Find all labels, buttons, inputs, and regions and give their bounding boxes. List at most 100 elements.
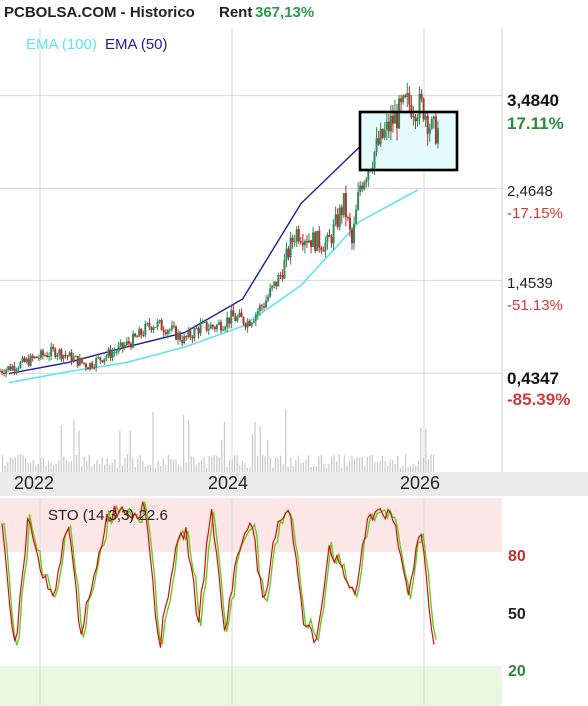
candle-body	[277, 275, 280, 287]
candle-body	[109, 349, 112, 358]
candle-body	[295, 229, 298, 242]
volume-bar	[297, 455, 299, 472]
candle-body	[54, 348, 57, 357]
volume-bar	[160, 465, 162, 472]
volume-bar	[223, 421, 226, 472]
candle-body	[195, 328, 198, 330]
volume-bar	[14, 457, 16, 472]
candle-body	[111, 352, 114, 358]
candle-body	[316, 230, 319, 251]
candle-body	[78, 357, 81, 366]
candle-body	[305, 241, 308, 243]
candle-body	[220, 322, 223, 331]
candle-body	[289, 237, 292, 258]
candle-body	[146, 323, 149, 325]
candle-body	[13, 366, 16, 371]
volume-bar	[353, 459, 356, 472]
volume-bar	[361, 457, 363, 472]
volume-bar	[302, 462, 305, 472]
volume-bar	[432, 454, 435, 472]
volume-bar	[236, 455, 238, 472]
volume-bar	[336, 461, 338, 472]
candle-body	[416, 118, 419, 122]
candle-body	[177, 332, 180, 340]
volume-bar	[267, 440, 269, 472]
candle-body	[434, 116, 437, 144]
candle-body	[342, 193, 345, 216]
candle-body	[138, 329, 141, 337]
candle-body	[430, 118, 433, 129]
volume-bar	[81, 466, 83, 472]
volume-bar	[274, 457, 277, 472]
volume-bar	[73, 419, 75, 472]
candle-body	[393, 111, 396, 124]
candle-body	[301, 242, 304, 246]
candle-body	[414, 116, 417, 122]
candle-body	[113, 352, 116, 354]
candle-body	[170, 325, 173, 330]
volume-bar	[313, 465, 315, 472]
volume-bar	[134, 467, 136, 472]
candle-body	[160, 320, 163, 331]
candle-body	[205, 321, 208, 331]
volume-bar	[65, 459, 67, 472]
candle-body	[72, 357, 75, 363]
volume-bar	[282, 464, 284, 472]
candle-body	[283, 259, 286, 279]
volume-bar	[221, 440, 223, 472]
candle-body	[19, 361, 22, 369]
candle-body	[389, 115, 392, 132]
volume-bar	[392, 459, 394, 472]
volume-bar	[320, 454, 322, 472]
candle-body	[199, 323, 202, 334]
candle-body	[82, 362, 85, 364]
candle-body	[236, 316, 239, 321]
volume-bar	[177, 464, 180, 472]
candle-body	[402, 95, 405, 103]
candle-body	[168, 329, 171, 331]
volume-bar	[147, 464, 149, 472]
candle-body	[3, 372, 6, 375]
volume-bar	[231, 459, 233, 472]
candle-body	[117, 346, 120, 352]
pct-label-2: -17.15%	[507, 205, 563, 222]
volume-bar	[170, 459, 172, 472]
volume-bar	[257, 456, 259, 472]
volume-bar	[55, 463, 57, 472]
volume-bar	[262, 454, 264, 472]
candle-body	[74, 356, 77, 358]
volume-bar	[348, 460, 350, 472]
candle-body	[193, 328, 196, 339]
price-label-3: 1,4539	[507, 275, 553, 292]
candle-body	[391, 115, 394, 124]
volume-bar	[27, 463, 29, 472]
candle-body	[17, 368, 20, 370]
volume-bar	[162, 458, 164, 472]
volume-bar	[381, 455, 384, 472]
sto-grid	[39, 498, 425, 706]
candle-body	[9, 366, 12, 371]
candle-body	[64, 354, 67, 356]
volume-bar	[333, 454, 335, 472]
candle-body	[56, 354, 59, 357]
candle-body	[254, 314, 257, 322]
candle-body	[50, 346, 53, 356]
candle-body	[328, 234, 331, 238]
volume-bar	[228, 459, 231, 472]
candle-body	[379, 128, 382, 145]
candle-body	[404, 95, 407, 97]
candle-body	[5, 369, 8, 375]
candle-body	[31, 355, 34, 359]
candle-body	[367, 170, 370, 180]
candle-body	[373, 151, 376, 169]
candle-body	[148, 323, 151, 328]
volume-bar	[427, 458, 430, 472]
volume-bar	[330, 456, 333, 472]
sto-mid-zone	[0, 552, 502, 666]
volume-bar	[93, 463, 95, 472]
candle-body	[273, 281, 276, 286]
volume-bar	[300, 462, 302, 472]
candle-body	[324, 242, 327, 252]
candle-body	[175, 326, 177, 340]
